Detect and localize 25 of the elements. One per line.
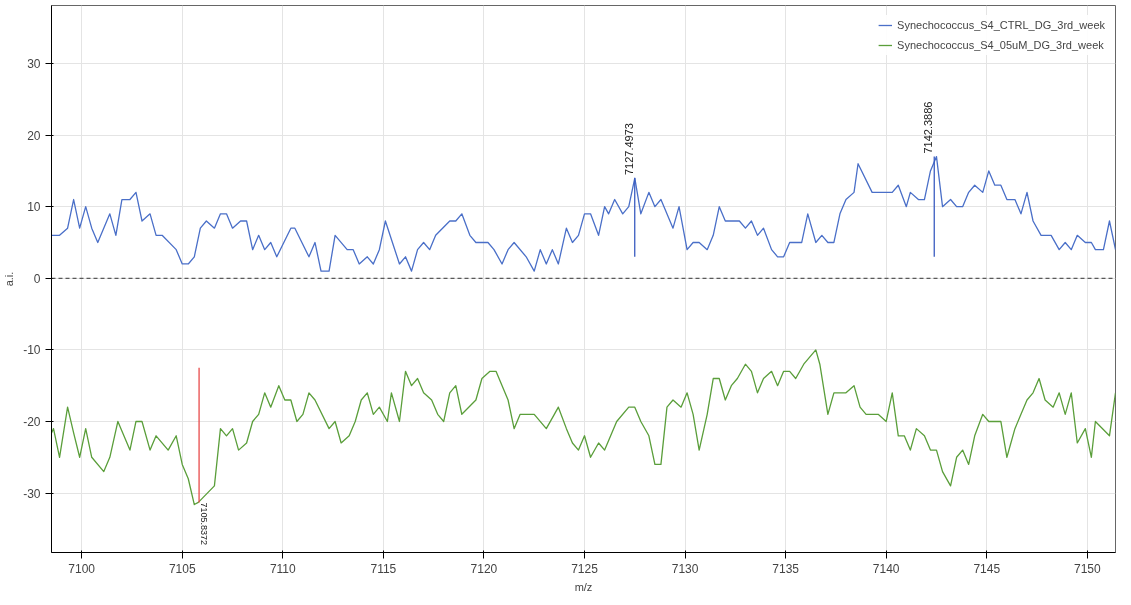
- y-axis-title: a.i.: [3, 271, 16, 287]
- x-tick-label: 7150: [1073, 561, 1102, 576]
- x-tick-label: 7105: [168, 561, 196, 576]
- x-tick-label: 7140: [872, 561, 900, 576]
- y-tick-label: 30: [27, 56, 41, 71]
- annotation: 7142.3886: [922, 101, 935, 154]
- x-tick-label: 7145: [973, 561, 1001, 576]
- x-tick-label: 7120: [470, 561, 498, 576]
- x-tick-label: 7125: [571, 561, 599, 576]
- legend-label: Synechococcus_S4_05uM_DG_3rd_week: [897, 39, 1104, 51]
- x-tick-label: 7110: [269, 561, 297, 576]
- y-tick-label: 20: [27, 128, 41, 143]
- x-tick-label: 7130: [671, 561, 699, 576]
- y-tick-label: -10: [23, 343, 41, 358]
- x-tick-label: 7135: [772, 561, 800, 576]
- x-axis-title: m/z: [574, 580, 593, 593]
- y-tick-label: -20: [23, 414, 41, 429]
- legend-label: Synechococcus_S4_CTRL_DG_3rd_week: [897, 19, 1105, 31]
- y-tick-label: 0: [33, 271, 41, 286]
- y-tick-label: -30: [23, 486, 41, 501]
- x-tick-label: 7115: [370, 561, 397, 576]
- annotation: 7105.8372: [199, 502, 210, 545]
- y-tick-label: 10: [27, 200, 41, 215]
- x-tick-label: 7100: [68, 561, 96, 576]
- annotation: 7127.4973: [622, 123, 635, 176]
